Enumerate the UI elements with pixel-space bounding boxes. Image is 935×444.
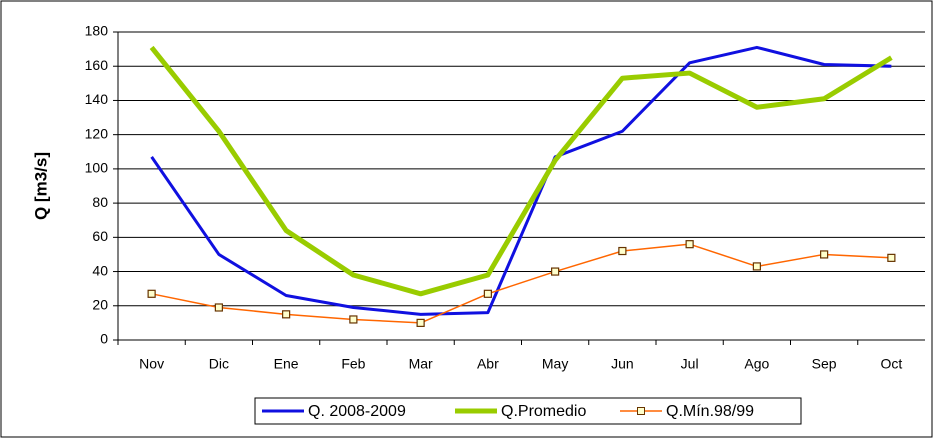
point-marker: [282, 310, 291, 319]
y-tick-label: 120: [85, 125, 109, 141]
point-marker: [618, 246, 627, 256]
y-tick-label: 100: [85, 160, 109, 176]
x-tick-label: Abr: [477, 356, 499, 372]
point-marker: [483, 289, 492, 298]
x-tick-label: Oct: [880, 356, 902, 372]
x-tick-label: Jul: [681, 356, 699, 372]
legend-label: Q.Promedio: [501, 403, 586, 420]
y-tick-label: 180: [85, 23, 109, 39]
y-tick-label: 20: [92, 296, 108, 312]
y-tick-label: 40: [92, 262, 108, 278]
point-marker: [685, 240, 694, 249]
series-line: [151, 243, 892, 324]
x-tick-label: Ene: [274, 356, 299, 372]
x-tick-label: Ago: [744, 356, 769, 372]
point-marker: [214, 303, 223, 312]
point-marker: [147, 289, 156, 298]
y-tick-label: 140: [85, 91, 109, 107]
y-tick-label: 160: [85, 57, 109, 73]
point-marker: [416, 318, 425, 327]
x-tick-label: Nov: [139, 356, 164, 372]
point-marker: [887, 253, 896, 262]
legend-label: Q. 2008-2009: [308, 403, 406, 420]
point-marker: [349, 315, 358, 324]
legend-box: [254, 397, 802, 425]
y-tick-label: 60: [92, 228, 108, 244]
point-marker: [820, 250, 829, 259]
point-marker: [752, 262, 761, 271]
series-line: [150, 45, 892, 316]
y-tick-label: 0: [100, 331, 108, 347]
x-tick-label: Mar: [409, 356, 433, 372]
series-line: [149, 45, 893, 297]
x-tick-label: May: [542, 356, 568, 372]
legend-marker: [637, 407, 645, 415]
x-tick-label: Sep: [812, 356, 837, 372]
x-tick-label: Dic: [209, 356, 229, 372]
y-tick-label: 80: [92, 194, 108, 210]
x-tick-label: Jun: [611, 356, 634, 372]
x-tick-label: Feb: [341, 356, 365, 372]
legend-label: Q.Mín.98/99: [666, 403, 754, 420]
point-marker: [551, 267, 560, 276]
y-axis-label: Q [m3/s]: [31, 152, 50, 220]
